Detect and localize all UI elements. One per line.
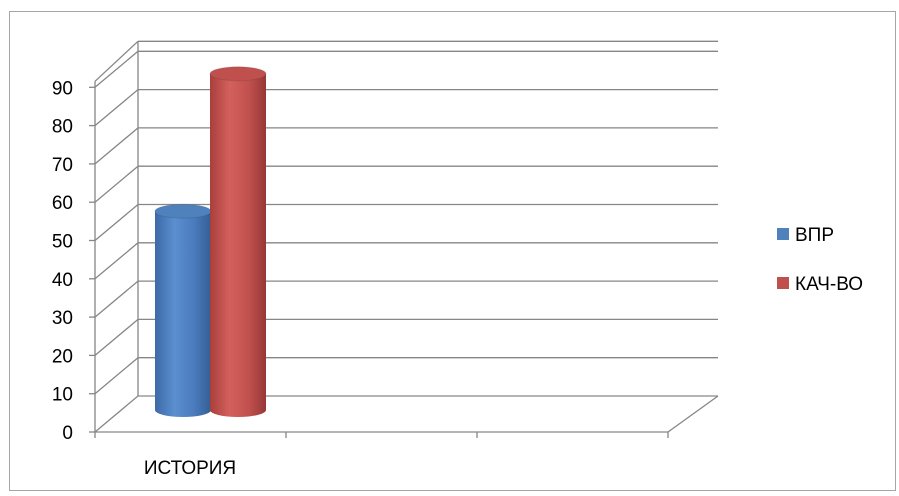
gridline-side — [94, 357, 139, 395]
bar-КАЧ-ВО — [210, 73, 266, 417]
chart-side-gridlines — [94, 40, 139, 433]
legend-label: ВПР — [795, 225, 834, 246]
gridline-side — [94, 280, 139, 318]
legend-swatch — [777, 228, 789, 240]
legend-label: КАЧ-ВО — [795, 274, 863, 295]
chart-legend: ВПР КАЧ-ВО — [777, 225, 863, 295]
y-tick-label: 0 — [62, 423, 73, 444]
y-tick-label: 50 — [52, 232, 73, 253]
y-tick-label: 40 — [52, 270, 73, 291]
y-tick-label: 20 — [52, 346, 73, 367]
y-tick-label: 90 — [52, 78, 73, 99]
bar-top-ВПР — [154, 203, 212, 219]
gridline-side — [94, 318, 139, 356]
gridline-side — [94, 127, 139, 165]
legend-swatch — [777, 277, 789, 289]
chart-bars — [154, 66, 267, 417]
y-tick-label: 60 — [52, 193, 73, 214]
gridline-side — [94, 242, 139, 280]
gridline-side — [94, 165, 139, 203]
y-tick-label: 70 — [52, 155, 73, 176]
floor-right-edge — [667, 395, 719, 433]
y-tick-label: 80 — [52, 117, 73, 138]
x-axis: ИСТОРИЯ — [94, 432, 669, 479]
x-tick-label: ИСТОРИЯ — [144, 458, 236, 479]
y-tick-label: 10 — [52, 385, 73, 406]
gridline-side — [94, 40, 139, 82]
y-tick-label: 30 — [52, 308, 73, 329]
gridline-side — [94, 395, 139, 433]
bar-top-КАЧ-ВО — [209, 66, 267, 82]
gridline-side — [94, 50, 139, 88]
gridline-side — [94, 204, 139, 241]
y-axis-ticks: 0 10 20 30 40 50 60 70 80 90 — [52, 78, 95, 444]
bar-ВПР — [155, 211, 211, 417]
gridline-side — [94, 89, 139, 127]
